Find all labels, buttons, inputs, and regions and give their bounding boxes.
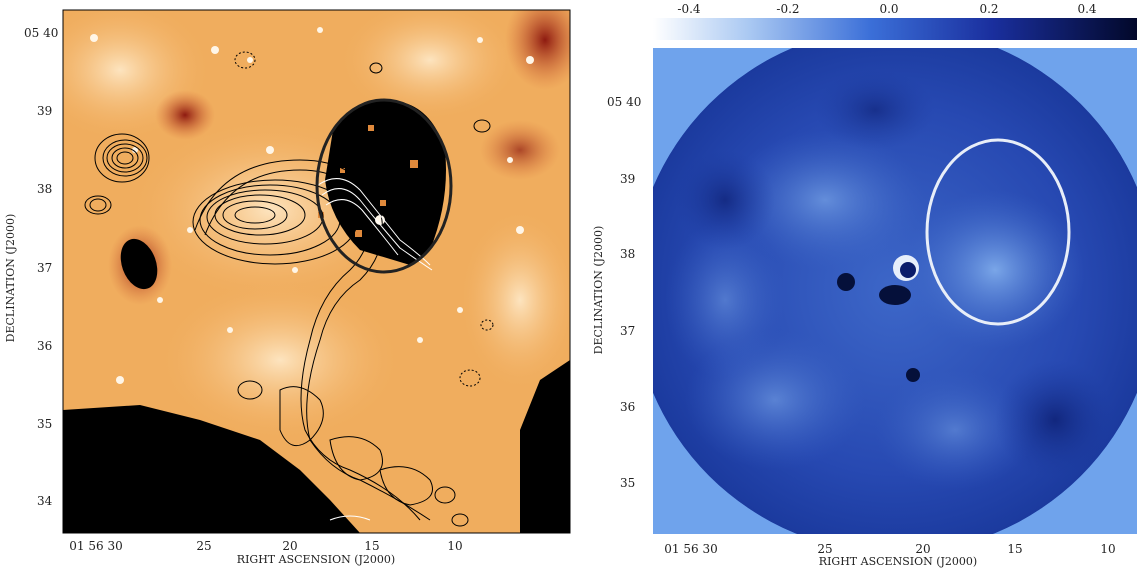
right-x-tick-2: 25 (817, 542, 832, 556)
black-region-bottom-right (520, 360, 570, 533)
left-x-tick-1: 01 56 30 (69, 539, 122, 553)
left-y-ticks: 05 40 39 38 37 36 35 34 (24, 26, 58, 508)
colorbar-tick-4: 0.2 (979, 2, 998, 16)
dark-source-3 (906, 368, 920, 382)
left-y-tick-2: 39 (37, 104, 52, 118)
left-y-tick-6: 35 (37, 417, 52, 431)
right-y-tick-6: 35 (620, 476, 635, 490)
dark-source-1 (837, 273, 855, 291)
dark-blob (120, 238, 158, 290)
right-y-tick-3: 38 (620, 247, 635, 261)
left-y-axis-label: DECLINATION (J2000) (4, 214, 17, 343)
left-y-tick-1: 05 40 (24, 26, 58, 40)
radio-contours (84, 51, 494, 527)
right-image-frame (653, 48, 1137, 534)
colorbar-tick-3: 0.0 (879, 2, 898, 16)
highlight-ellipse-right (925, 138, 1071, 326)
right-x-tick-1: 01 56 30 (664, 542, 717, 556)
left-y-tick-3: 38 (37, 182, 52, 196)
left-x-tick-4: 15 (364, 539, 379, 553)
black-region-ellipse (325, 100, 446, 265)
black-region-bottom-left (63, 405, 360, 533)
stars (90, 27, 534, 384)
left-image-panel: 05 40 39 38 37 36 35 34 DECLINATION (J20… (4, 9, 571, 566)
right-y-tick-4: 37 (620, 324, 635, 338)
left-x-tick-2: 25 (196, 539, 211, 553)
right-image-panel: -0.4 -0.2 0.0 0.2 0.4 05 40 39 38 37 (592, 2, 1137, 568)
right-x-tick-3: 20 (915, 542, 930, 556)
right-x-tick-4: 15 (1007, 542, 1022, 556)
left-image-frame (63, 10, 570, 533)
left-y-tick-5: 36 (37, 339, 52, 353)
highlight-ellipse (315, 98, 453, 274)
left-x-ticks: 01 56 30 25 20 15 10 (69, 539, 462, 553)
left-x-axis-label: RIGHT ASCENSION (J2000) (237, 553, 395, 566)
colorbar-tick-5: 0.4 (1077, 2, 1096, 16)
colorbar-tick-1: -0.4 (677, 2, 701, 16)
left-y-tick-7: 34 (37, 494, 53, 508)
right-y-tick-2: 39 (620, 172, 635, 186)
right-x-ticks: 01 56 30 25 20 15 10 (664, 542, 1115, 556)
right-y-tick-1: 05 40 (607, 95, 641, 109)
left-x-tick-3: 20 (282, 539, 297, 553)
colorbar-ticks: -0.4 -0.2 0.0 0.2 0.4 (677, 2, 1096, 16)
left-x-tick-5: 10 (447, 539, 462, 553)
right-x-tick-5: 10 (1100, 542, 1115, 556)
dark-source-2 (879, 285, 911, 305)
right-y-ticks: 05 40 39 38 37 36 35 (607, 95, 641, 490)
left-frame-border (62, 9, 571, 534)
left-y-tick-4: 37 (37, 261, 52, 275)
colorbar-tick-2: -0.2 (776, 2, 799, 16)
right-x-axis-label: RIGHT ASCENSION (J2000) (819, 555, 977, 568)
right-y-axis-label: DECLINATION (J2000) (592, 226, 605, 355)
right-y-tick-5: 36 (620, 400, 635, 414)
colorbar (653, 18, 1137, 40)
